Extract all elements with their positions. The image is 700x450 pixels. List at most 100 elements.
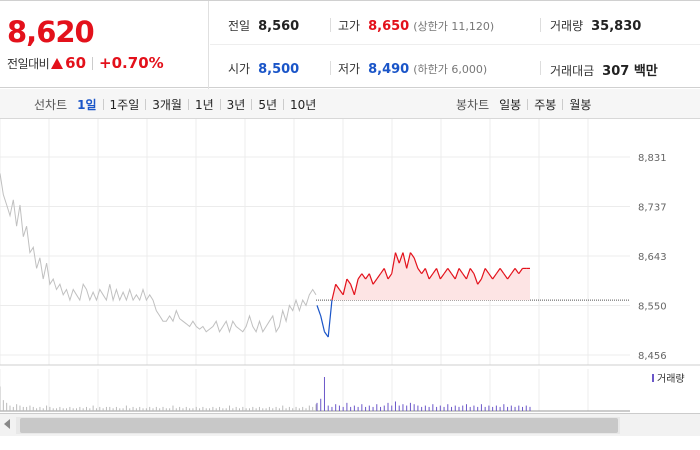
- today-line-segment: [380, 268, 385, 275]
- up-triangle-icon: [51, 57, 64, 69]
- divider: [562, 98, 564, 110]
- stat-prev-close: 전일 8,560: [228, 17, 299, 34]
- y-tick-label: 8,550: [638, 302, 667, 313]
- tab-5y[interactable]: 5년: [258, 97, 278, 112]
- today-line-segment: [492, 273, 497, 280]
- candle-chart-tabs: 봉차트 일봉 주봉 월봉: [456, 89, 591, 119]
- today-line-segment: [327, 300, 333, 338]
- today-line-segment: [454, 268, 460, 280]
- volume-legend-swatch: [652, 374, 654, 382]
- today-line-segment: [428, 273, 434, 280]
- stat-amount: 거래대금 307 백만: [550, 60, 658, 79]
- change-label: 전일대비: [7, 56, 50, 71]
- today-line-segment: [432, 268, 438, 275]
- today-line-segment: [421, 268, 426, 275]
- tab-monthly[interactable]: 월봉: [569, 97, 592, 112]
- divider: [540, 18, 541, 32]
- today-line-segment: [357, 273, 363, 280]
- today-line-segment: [484, 268, 490, 275]
- divider: [92, 56, 94, 70]
- tab-10y[interactable]: 10년: [290, 97, 317, 112]
- quote-header: 8,620 전일대비 60 +0.70% 전일 8,560 고가 8,650 (…: [0, 0, 700, 89]
- stat-lower-limit: (하한가 6,000): [413, 63, 488, 76]
- today-line-segment: [510, 268, 516, 275]
- divider: [187, 98, 189, 110]
- previous-day-line: [0, 173, 317, 334]
- today-line-segment: [477, 278, 482, 285]
- change-value: 60: [65, 54, 87, 72]
- today-line-segment: [413, 257, 419, 269]
- today-line-segment: [439, 273, 445, 280]
- tab-3y[interactable]: 3년: [226, 97, 246, 112]
- today-line-segment: [335, 283, 340, 290]
- chart-period-tabs: 선차트 1일 1주일 3개월 1년 3년 5년 10년 봉차트 일봉 주봉 월봉: [0, 89, 700, 119]
- stat-value: 8,560: [258, 19, 300, 34]
- today-line-segment: [409, 252, 415, 259]
- divider: [219, 98, 221, 110]
- divider: [330, 61, 331, 75]
- divider: [527, 98, 529, 110]
- footer-band: [0, 436, 700, 450]
- today-line-segment: [447, 268, 453, 275]
- today-line-segment: [473, 273, 479, 285]
- today-line-segment: [507, 273, 512, 280]
- tab-weekly[interactable]: 주봉: [534, 97, 557, 112]
- today-line-segment: [350, 284, 355, 296]
- today-line-segment: [503, 273, 509, 280]
- scroll-left-icon[interactable]: [4, 419, 10, 429]
- today-line-segment: [372, 278, 378, 285]
- today-line-segment: [394, 252, 400, 264]
- today-area-fill: [317, 252, 530, 301]
- today-line-segment: [338, 289, 344, 296]
- volume-legend-label: 거래량: [657, 373, 685, 385]
- today-line-segment: [436, 268, 441, 280]
- today-line-segment: [488, 273, 494, 280]
- stat-value: 8,500: [258, 62, 300, 77]
- today-line-segment: [353, 278, 359, 295]
- tab-1y[interactable]: 1년: [194, 97, 214, 112]
- tab-1d[interactable]: 1일: [77, 97, 97, 112]
- today-line-segment: [495, 268, 501, 275]
- stat-value: 35,830: [591, 19, 642, 34]
- today-line-segment: [361, 273, 367, 280]
- today-line-segment: [458, 268, 464, 275]
- y-tick-label: 8,831: [638, 153, 667, 164]
- line-chart-tabs: 선차트 1일 1주일 3개월 1년 3년 5년 10년: [34, 89, 316, 119]
- today-line-segment: [406, 252, 412, 269]
- today-line-segment: [417, 268, 423, 275]
- today-line-segment: [518, 268, 524, 275]
- divider: [251, 98, 253, 110]
- scroll-thumb[interactable]: [20, 418, 618, 433]
- today-line-segment: [499, 268, 505, 275]
- divider: [102, 98, 104, 110]
- tab-1w[interactable]: 1주일: [109, 97, 140, 112]
- today-line-segment: [514, 268, 520, 275]
- today-line-segment: [383, 268, 389, 280]
- stat-value: 307 백만: [602, 64, 658, 79]
- y-tick-label: 8,643: [638, 252, 667, 263]
- stat-value: 8,490: [368, 62, 410, 77]
- stat-label: 거래대금: [550, 64, 595, 78]
- today-line-segment: [480, 268, 486, 280]
- divider: [283, 98, 285, 110]
- tab-daily[interactable]: 일봉: [499, 97, 522, 112]
- stat-label: 시가: [228, 62, 251, 76]
- today-line-segment: [387, 273, 393, 280]
- stat-label: 전일: [228, 19, 251, 33]
- chart-scrollbar[interactable]: [0, 413, 700, 436]
- y-tick-label: 8,456: [638, 351, 667, 362]
- today-line-segment: [320, 315, 326, 332]
- today-line-segment: [368, 273, 374, 285]
- today-line-segment: [424, 268, 430, 280]
- today-line-segment: [402, 252, 408, 269]
- tab-3m[interactable]: 3개월: [152, 97, 182, 112]
- divider: [330, 18, 331, 32]
- divider: [540, 61, 541, 75]
- price-chart: 8,831 8,737 8,643 8,550 8,456 거래량: [0, 119, 700, 412]
- candle-chart-label: 봉차트: [456, 97, 490, 112]
- today-line-segment: [376, 273, 382, 280]
- today-line-segment: [398, 252, 404, 264]
- today-line-segment: [391, 252, 397, 274]
- stat-high: 고가 8,650 (상한가 11,120): [338, 17, 494, 34]
- stat-label: 거래량: [550, 19, 584, 33]
